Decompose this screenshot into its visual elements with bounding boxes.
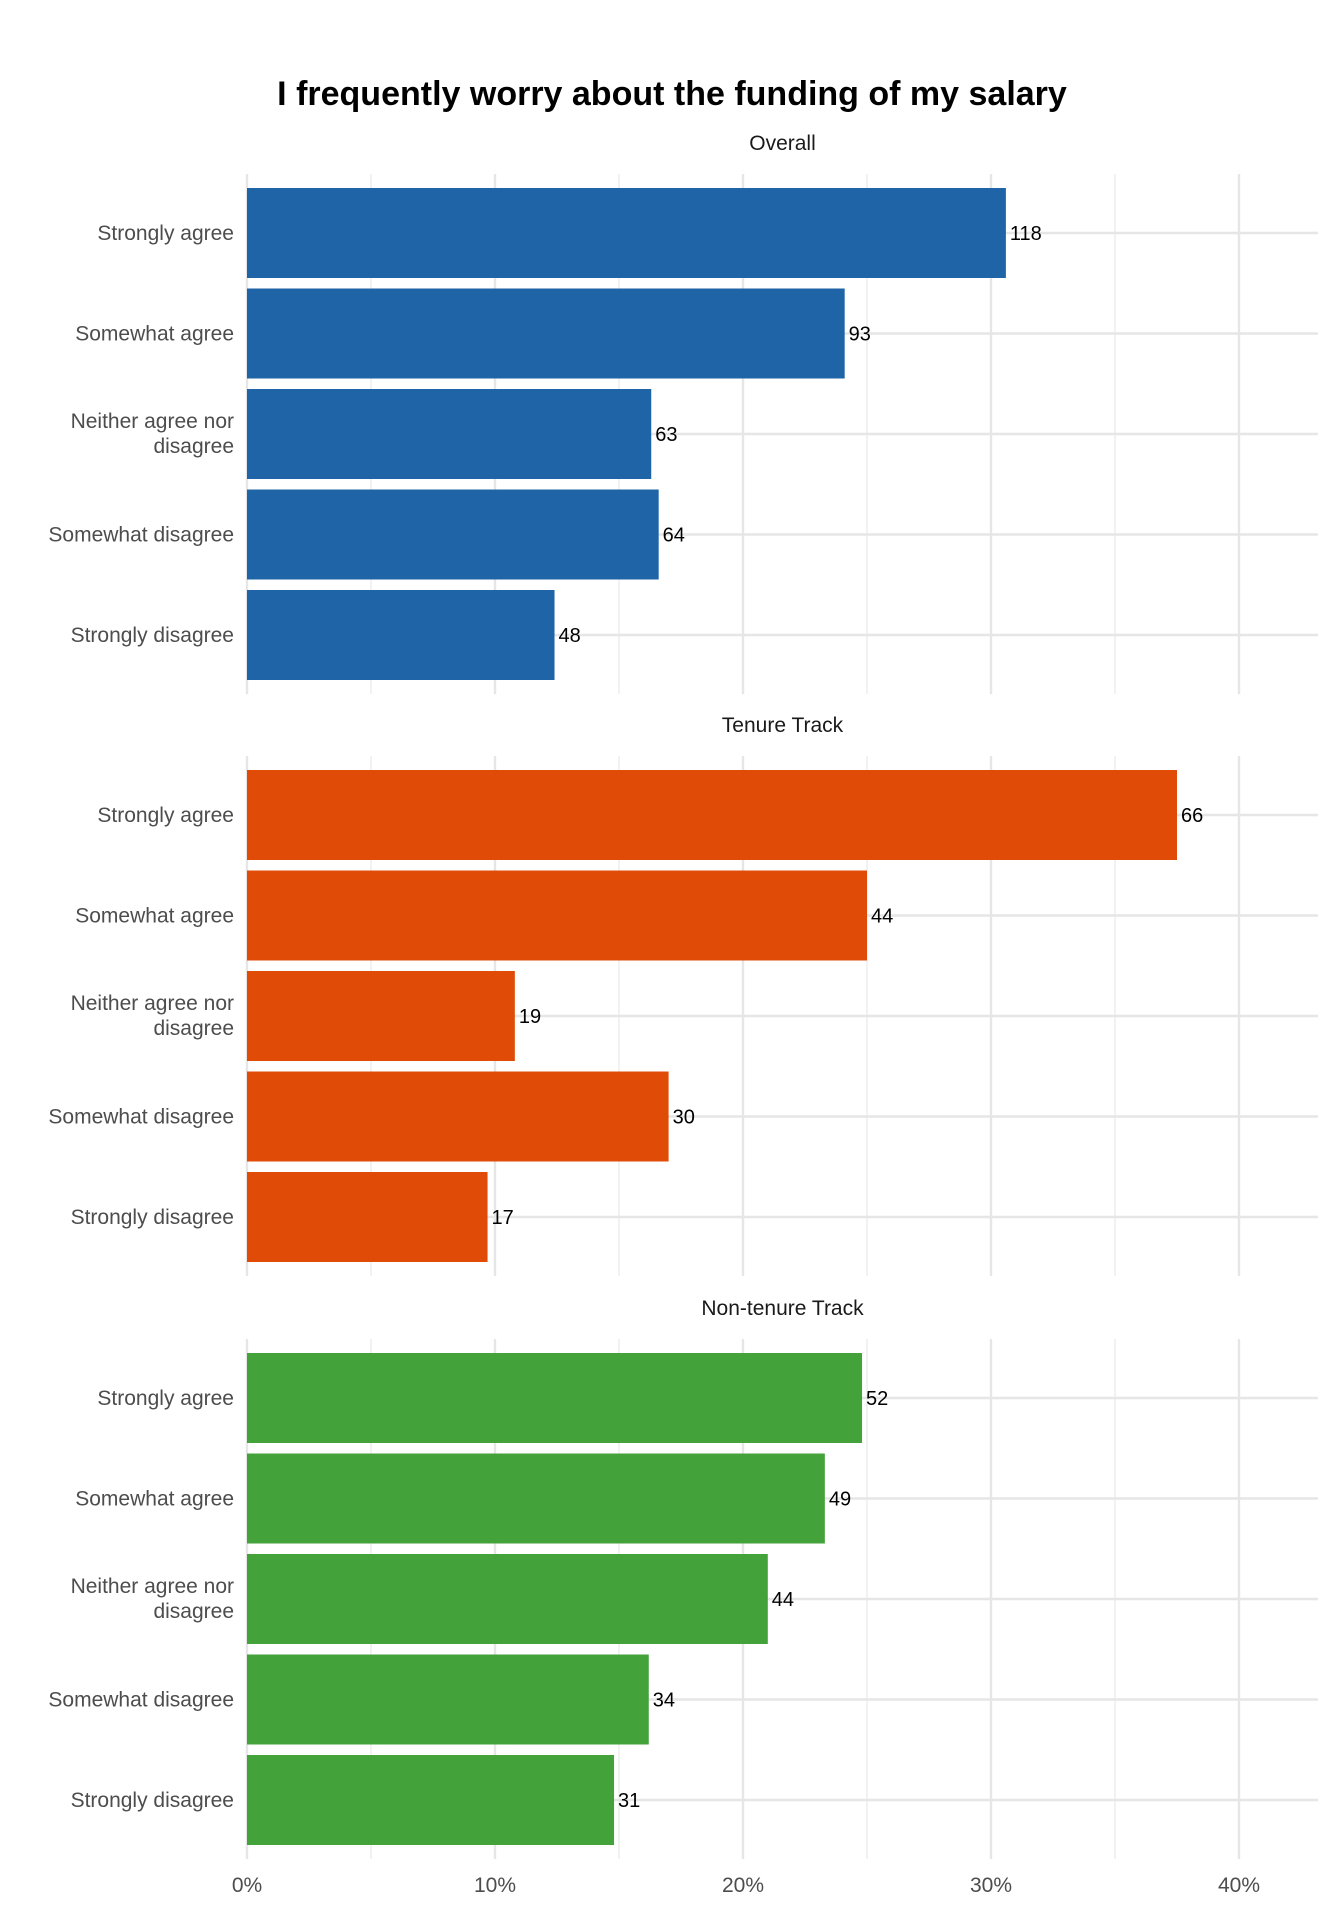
category-label-line: Neither agree nor	[71, 992, 234, 1015]
category-label: Strongly disagree	[71, 1789, 234, 1812]
value-label: 44	[772, 1589, 794, 1611]
bar-overall	[247, 389, 652, 479]
category-label-line: Neither agree nor	[71, 1575, 234, 1598]
category-label: Strongly agree	[97, 804, 234, 827]
bar-overall	[247, 489, 659, 580]
category-label-line: disagree	[153, 1017, 234, 1040]
category-label: Strongly agree	[97, 1387, 234, 1410]
bar-overall	[247, 590, 555, 680]
category-label: Somewhat disagree	[48, 1106, 234, 1129]
value-label: 49	[829, 1489, 851, 1511]
value-label: 118	[1010, 223, 1042, 245]
value-label: 66	[1181, 805, 1203, 827]
category-label: Strongly disagree	[71, 624, 234, 647]
bar-overall	[247, 188, 1006, 278]
x-tick-label: 30%	[970, 1874, 1012, 1897]
category-label: Strongly disagree	[71, 1206, 234, 1229]
bar-non-tenure-track	[247, 1554, 768, 1644]
value-label: 48	[559, 625, 581, 647]
x-tick-label: 40%	[1218, 1874, 1260, 1897]
x-tick-label: 10%	[474, 1874, 516, 1897]
value-label: 19	[519, 1006, 541, 1028]
category-label: Strongly agree	[97, 222, 234, 245]
category-label-line: Neither agree nor	[71, 410, 234, 433]
value-label: 64	[663, 525, 685, 547]
category-label: Neither agree nor disagree	[71, 992, 234, 1040]
facet-title-non-tenure-track: Non-tenure Track	[701, 1297, 864, 1320]
category-label: Somewhat agree	[75, 323, 234, 346]
value-label: 63	[655, 424, 677, 446]
facet-title-tenure-track: Tenure Track	[722, 714, 844, 737]
bar-tenure-track	[247, 1071, 669, 1162]
category-label: Somewhat agree	[75, 1488, 234, 1511]
facet-title-overall: Overall	[749, 132, 816, 155]
x-tick-label: 20%	[722, 1874, 764, 1897]
chart-title: I frequently worry about the funding of …	[277, 75, 1067, 113]
bar-tenure-track	[247, 1172, 488, 1262]
value-label: 30	[673, 1107, 695, 1129]
value-label: 44	[871, 906, 893, 928]
category-label: Somewhat disagree	[48, 1689, 234, 1712]
bar-non-tenure-track	[247, 1453, 825, 1544]
category-label: Somewhat disagree	[48, 524, 234, 547]
value-label: 17	[492, 1207, 514, 1229]
bar-overall	[247, 288, 845, 379]
category-label: Somewhat agree	[75, 905, 234, 928]
bar-non-tenure-track	[247, 1353, 863, 1443]
value-label: 31	[618, 1790, 640, 1812]
value-label: 93	[849, 324, 871, 346]
bar-non-tenure-track	[247, 1654, 649, 1745]
category-label: Neither agree nor disagree	[71, 410, 234, 458]
value-label: 52	[866, 1388, 888, 1410]
value-label: 34	[653, 1690, 675, 1712]
bar-tenure-track	[247, 971, 515, 1061]
bar-non-tenure-track	[247, 1755, 615, 1845]
x-tick-label: 0%	[232, 1874, 262, 1897]
category-label-line: disagree	[153, 1600, 234, 1623]
category-label: Neither agree nor disagree	[71, 1575, 234, 1623]
category-label-line: disagree	[153, 435, 234, 458]
bar-tenure-track	[247, 770, 1177, 860]
bar-tenure-track	[247, 870, 867, 961]
